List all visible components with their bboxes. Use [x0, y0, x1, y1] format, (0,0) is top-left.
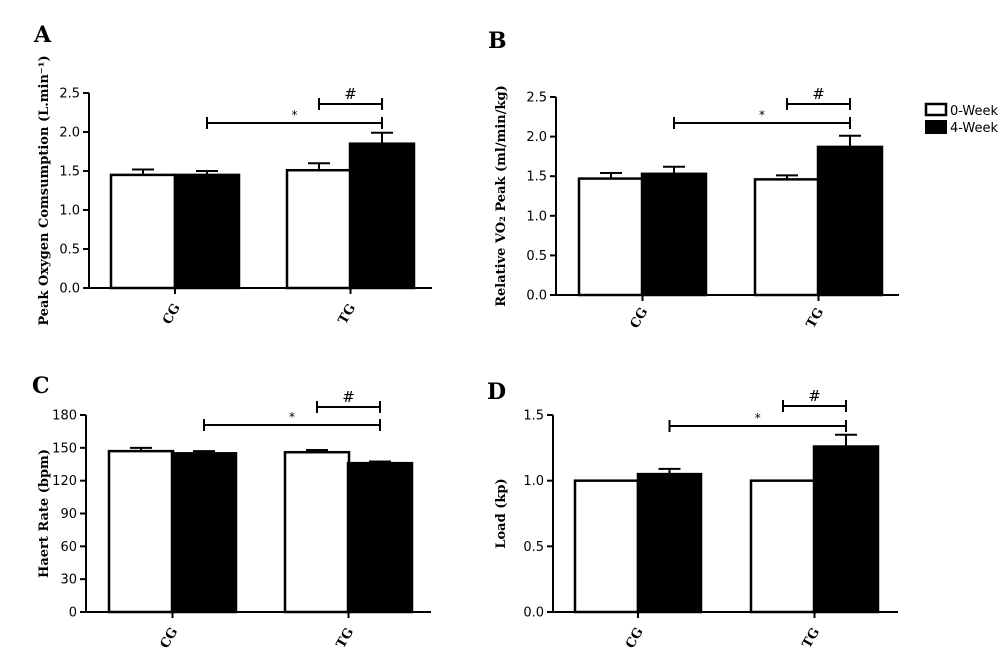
bar-a-cg-4-week — [173, 173, 241, 290]
sig-symbol-hash-d: # — [808, 387, 821, 405]
legend: 0-Week 4-Week — [924, 102, 999, 136]
y-tick-label-a: 0.0 — [59, 282, 80, 297]
sig-symbol-star-b: * — [759, 108, 765, 122]
y-tick-label-c: 120 — [52, 474, 77, 489]
panel-c: C Haert Rate (bpm) 0 30 60 90 120 150 180 CG TG * # — [32, 373, 431, 648]
sig-symbol-hash-a: # — [344, 85, 357, 103]
sig-symbol-star-d: * — [755, 411, 761, 425]
legend-label-0-week: 0-Week — [950, 104, 999, 119]
y-tick-label-b: 2.5 — [526, 91, 547, 106]
category-label-c: CG — [158, 625, 182, 648]
panel-letter-c: C — [32, 373, 50, 399]
category-label-d: CG — [623, 625, 647, 648]
y-tick-label-b: 2.0 — [526, 130, 547, 145]
category-label-b: CG — [628, 305, 652, 331]
bar-c-tg-0-week — [283, 450, 351, 614]
y-tick-label-c: 90 — [60, 507, 77, 522]
category-label-c: TG — [334, 626, 357, 648]
bar-d-tg-0-week — [749, 479, 817, 614]
bar-c-cg-0-week — [107, 449, 175, 614]
y-tick-label-c: 60 — [60, 540, 77, 555]
panel-letter-b: B — [488, 28, 507, 54]
bar-c-cg-4-week — [170, 452, 238, 614]
bar-b-cg-4-week — [640, 172, 708, 297]
y-tick-label-a: 1.0 — [59, 204, 80, 219]
panel-b: B Relative VO₂ Peak (ml/min/kg) 0.0 0.5 1.0 1… — [488, 28, 899, 331]
sig-symbol-hash-b: # — [812, 85, 825, 103]
y-tick-label-d: 1.0 — [523, 474, 544, 489]
legend-swatch-4-week — [925, 120, 947, 134]
category-label-b: TG — [804, 306, 827, 331]
bar-d-tg-4-week — [812, 445, 880, 614]
y-tick-label-d: 0.5 — [523, 540, 544, 555]
y-tick-label-b: 1.0 — [526, 209, 547, 224]
y-tick-label-c: 0 — [69, 606, 77, 621]
bar-b-tg-4-week — [816, 145, 884, 297]
category-label-a: CG — [160, 301, 184, 327]
y-tick-label-d: 1.5 — [523, 409, 544, 424]
bar-d-cg-0-week — [573, 479, 640, 614]
bar-d-cg-4-week — [636, 472, 703, 614]
panel-d: D Load (kp) 0.0 0.5 1.0 1.5 CG TG * # — [487, 379, 898, 648]
y-tick-label-a: 0.5 — [59, 243, 80, 258]
y-axis-label-d: Load (kp) — [494, 478, 509, 548]
y-tick-label-c: 30 — [60, 573, 77, 588]
bar-c-tg-4-week — [346, 461, 414, 614]
bar-a-tg-0-week — [285, 168, 353, 290]
y-axis-label-a: Peak Oxygen Comsumption (L.min⁻¹) — [37, 55, 52, 325]
y-tick-label-b: 0.0 — [526, 289, 547, 304]
y-axis-label-c: Haert Rate (bpm) — [37, 449, 52, 578]
y-tick-label-a: 2.0 — [59, 126, 80, 141]
sig-symbol-hash-c: # — [342, 388, 355, 406]
y-tick-label-c: 180 — [52, 409, 77, 424]
category-label-a: TG — [336, 302, 359, 327]
y-tick-label-b: 1.5 — [526, 170, 547, 185]
panel-letter-a: A — [33, 22, 52, 48]
y-tick-label-d: 0.0 — [523, 606, 544, 621]
y-axis-label-b: Relative VO₂ Peak (ml/min/kg) — [494, 85, 509, 307]
y-tick-label-a: 2.5 — [59, 87, 80, 102]
y-tick-label-c: 150 — [52, 441, 77, 456]
bar-a-cg-0-week — [109, 173, 177, 290]
bar-a-tg-4-week — [348, 142, 416, 290]
sig-symbol-star-c: * — [289, 410, 295, 424]
y-tick-label-a: 1.5 — [59, 165, 80, 180]
legend-label-4-week: 4-Week — [950, 121, 999, 136]
bar-b-tg-0-week — [753, 178, 821, 297]
bar-b-cg-0-week — [577, 177, 645, 297]
panel-a: A Peak Oxygen Comsumption (L.min⁻¹) 0.0 0.5… — [33, 22, 432, 327]
y-tick-label-b: 0.5 — [526, 249, 547, 264]
legend-swatch-0-week — [924, 102, 948, 117]
category-label-d: TG — [800, 626, 823, 648]
sig-symbol-star-a: * — [292, 108, 298, 122]
panel-letter-d: D — [487, 379, 506, 405]
